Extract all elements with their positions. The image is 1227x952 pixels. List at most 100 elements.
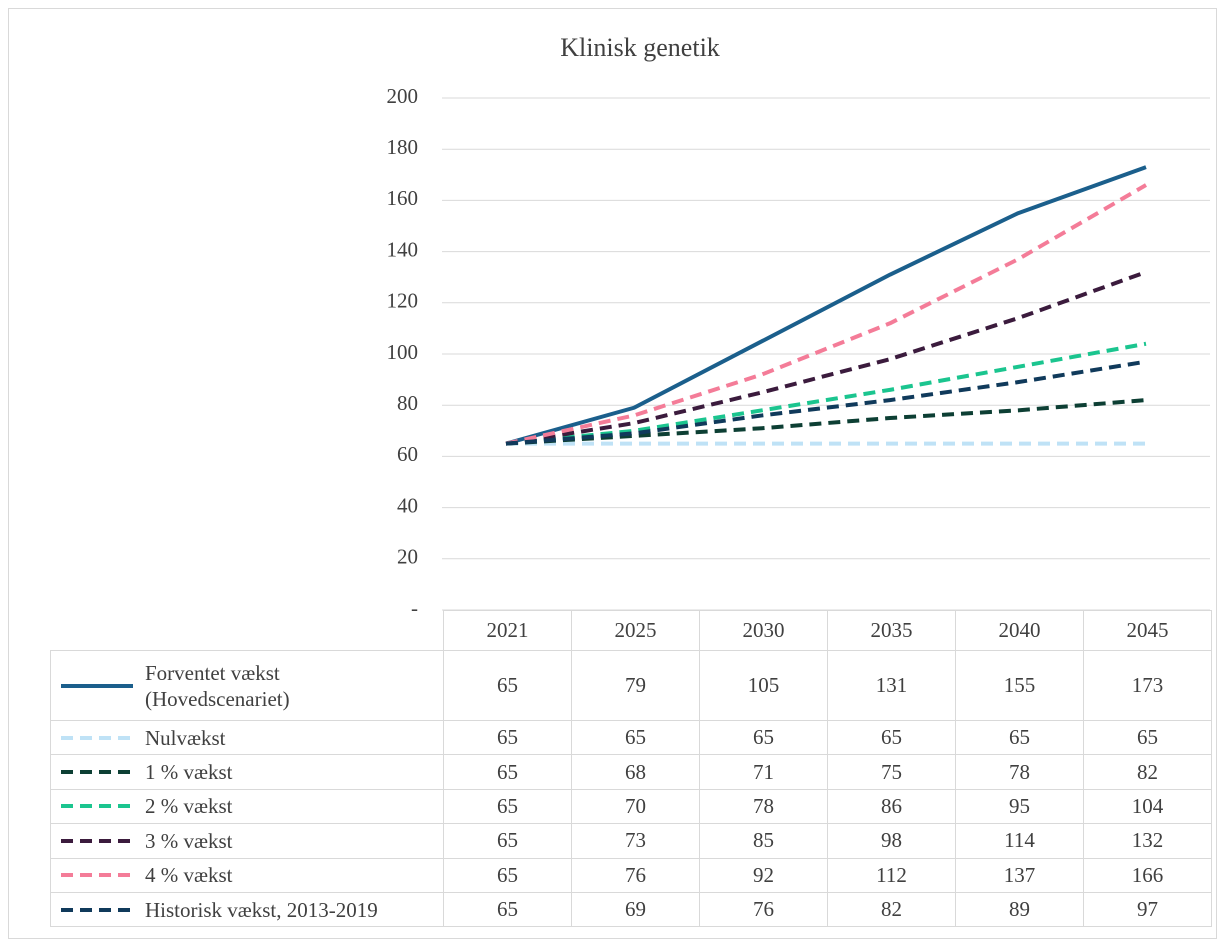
data-cell: 82	[827, 891, 956, 928]
table-row: 2 % vækst 65 70 78 86 95 104	[50, 788, 1212, 825]
y-tick-label: 160	[387, 186, 419, 210]
data-cell: 78	[955, 754, 1084, 790]
data-cell: 76	[571, 857, 700, 893]
data-cell: 69	[571, 891, 700, 928]
series-line	[505, 183, 1148, 446]
series-line	[505, 270, 1147, 446]
legend-cell: Forventet vækst (Hovedscenariet)	[50, 650, 444, 721]
data-cell: 78	[699, 788, 828, 825]
legend-swatch	[61, 838, 133, 843]
data-cell: 155	[955, 650, 1084, 721]
legend-entry: 4 % vækst	[51, 862, 443, 888]
data-cell: 112	[827, 857, 956, 893]
y-tick-label: 80	[397, 391, 418, 415]
legend-swatch	[61, 770, 133, 775]
series-line	[505, 359, 1147, 446]
y-tick-label: 180	[387, 135, 419, 159]
legend-swatch	[61, 907, 133, 912]
data-cell: 65	[443, 823, 572, 859]
legend-entry: Nulvækst	[51, 725, 443, 751]
y-tick-label: 20	[397, 545, 418, 569]
legend-label: 3 % vækst	[145, 828, 233, 853]
data-cell: 65	[443, 650, 572, 721]
x-tick-label: 2021	[443, 610, 572, 651]
y-tick-label: 40	[397, 493, 418, 517]
legend-swatch	[61, 804, 133, 809]
y-tick-label: 100	[387, 340, 419, 364]
legend-entry: 2 % vækst	[51, 793, 443, 819]
table-row: 1 % vækst 65 68 71 75 78 82	[50, 754, 1212, 790]
data-cell: 98	[827, 823, 956, 859]
data-cell: 65	[443, 857, 572, 893]
legend-entry: Forventet vækst (Hovedscenariet)	[51, 660, 443, 712]
legend-cell: Nulvækst	[50, 719, 444, 756]
chart-frame	[8, 8, 1217, 939]
data-table: 2021 2025 2030 2035 2040 2045 Forventet vækst …	[50, 610, 1212, 928]
table-row: Historisk vækst, 2013-2019 65 69 76 82 89 97	[50, 891, 1212, 928]
legend-label: Forventet vækst (Hovedscenariet)	[145, 660, 290, 711]
y-tick-label: 200	[387, 84, 419, 108]
legend-cell: 1 % vækst	[50, 754, 444, 790]
table-row: Nulvækst 65 65 65 65 65 65	[50, 719, 1212, 756]
legend-label: 1 % vækst	[145, 760, 233, 785]
legend-entry: 1 % vækst	[51, 759, 443, 785]
table-row: Forventet vækst (Hovedscenariet) 65 79 105 1…	[50, 650, 1212, 721]
x-tick-label: 2040	[955, 610, 1084, 651]
data-cell: 92	[699, 857, 828, 893]
table-row: 3 % vækst 65 73 85 98 114 132	[50, 823, 1212, 859]
table-row: 4 % vækst 65 76 92 112 137 166	[50, 857, 1212, 893]
data-cell: 82	[1083, 754, 1212, 790]
header-row: 2021 2025 2030 2035 2040 2045	[50, 610, 1212, 651]
data-cell: 65	[699, 719, 828, 756]
data-cell: 70	[571, 788, 700, 825]
y-tick-label: 120	[387, 289, 419, 313]
series-line	[505, 341, 1147, 446]
data-cell: 73	[571, 823, 700, 859]
data-cell: 86	[827, 788, 956, 825]
legend-label: Historisk vækst, 2013-2019	[145, 897, 378, 922]
legend-label: 4 % vækst	[145, 863, 233, 888]
data-cell: 104	[1083, 788, 1212, 825]
x-tick-label: 2045	[1083, 610, 1212, 651]
y-tick-label: 60	[397, 442, 418, 466]
data-cell: 65	[443, 891, 572, 928]
data-cell: 71	[699, 754, 828, 790]
data-cell: 85	[699, 823, 828, 859]
data-cell: 132	[1083, 823, 1212, 859]
data-cell: 95	[955, 788, 1084, 825]
legend-swatch	[61, 683, 133, 688]
legend-label: 2 % vækst	[145, 794, 233, 819]
data-cell: 89	[955, 891, 1084, 928]
data-cell: 65	[955, 719, 1084, 756]
legend-label: Nulvækst	[145, 725, 226, 750]
legend-cell: 4 % vækst	[50, 857, 444, 893]
data-cell: 65	[443, 719, 572, 756]
x-tick-label: 2035	[827, 610, 956, 651]
data-cell: 166	[1083, 857, 1212, 893]
series-line	[505, 165, 1147, 446]
data-cell: 65	[443, 788, 572, 825]
legend-swatch	[61, 873, 133, 878]
data-cell: 76	[699, 891, 828, 928]
x-tick-label: 2025	[571, 610, 700, 651]
x-tick-label: 2030	[699, 610, 828, 651]
data-cell: 79	[571, 650, 700, 721]
series-line	[505, 398, 1147, 446]
corner-cell	[50, 610, 444, 651]
y-tick-label: 140	[387, 237, 419, 261]
data-cell: 75	[827, 754, 956, 790]
data-cell: 68	[571, 754, 700, 790]
y-tick-label: -	[411, 596, 418, 620]
legend-cell: Historisk vækst, 2013-2019	[50, 891, 444, 928]
legend-entry: Historisk vækst, 2013-2019	[51, 897, 443, 923]
legend-swatch	[61, 735, 133, 740]
data-cell: 131	[827, 650, 956, 721]
data-cell: 65	[827, 719, 956, 756]
legend-cell: 3 % vækst	[50, 823, 444, 859]
legend-entry: 3 % vækst	[51, 828, 443, 854]
data-cell: 65	[571, 719, 700, 756]
legend-cell: 2 % vækst	[50, 788, 444, 825]
data-cell: 105	[699, 650, 828, 721]
data-cell: 137	[955, 857, 1084, 893]
